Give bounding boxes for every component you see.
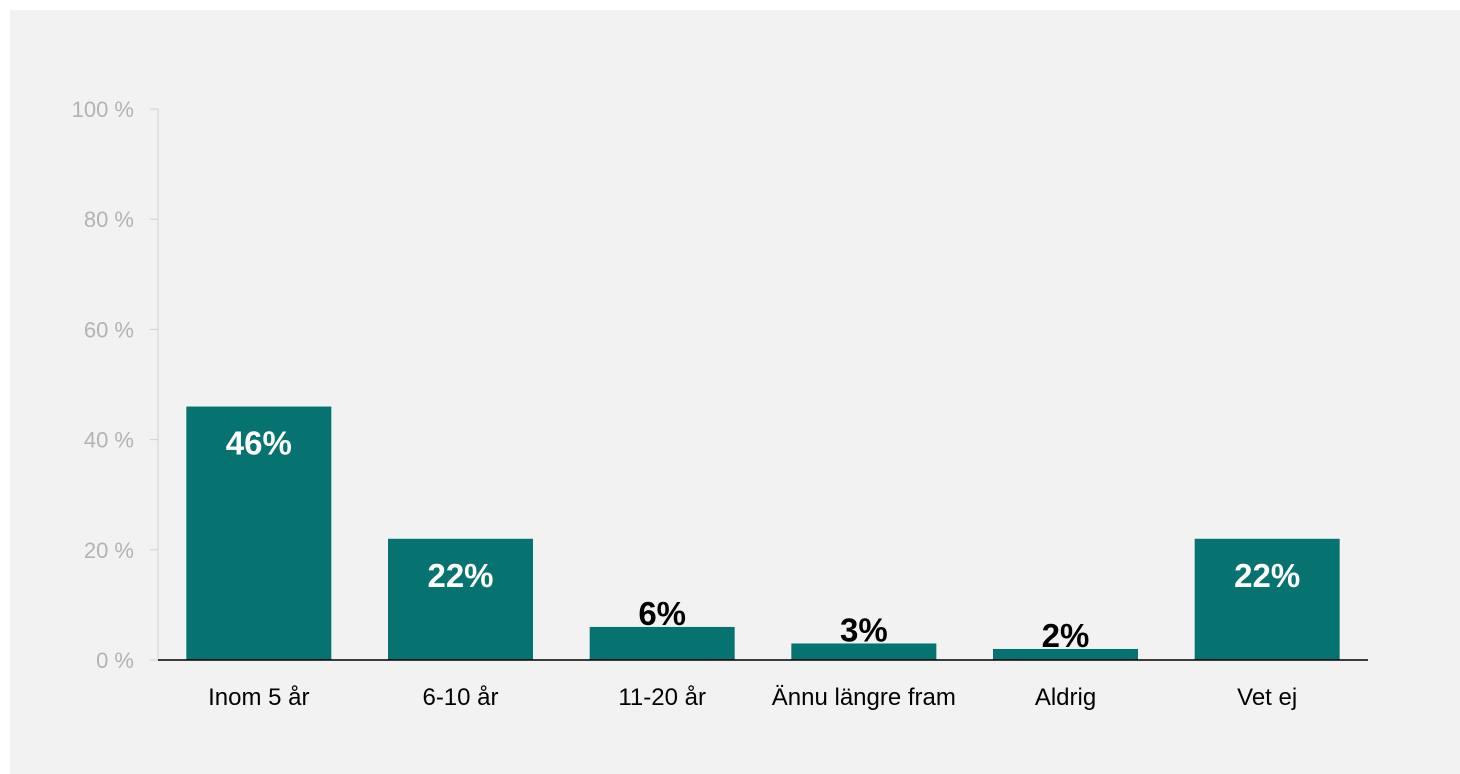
bar	[589, 626, 735, 660]
data-label: 3%	[840, 611, 888, 648]
x-tick-label: Ännu längre fram	[772, 684, 956, 711]
data-label: 46%	[226, 425, 292, 462]
bar	[388, 538, 533, 660]
y-tick-label: 20 %	[84, 538, 134, 563]
y-tick-label: 40 %	[84, 428, 134, 453]
bar-chart: 0 % 20 % 40 % 60 % 80 % 100 % 46% 22% 6% 3% 2% 22%…	[72, 97, 1368, 711]
y-axis: 0 % 20 % 40 % 60 % 80 % 100 %	[72, 97, 159, 673]
y-tick-label: 80 %	[84, 207, 134, 232]
bar	[993, 648, 1138, 660]
bar	[791, 643, 937, 660]
bar	[186, 406, 332, 660]
y-tick-label: 100 %	[72, 97, 134, 122]
x-tick-label: Aldrig	[1035, 684, 1096, 711]
x-axis: Inom 5 år 6-10 år 11-20 år Ännu längre fram…	[158, 659, 1368, 711]
x-tick-label: 11-20 år	[618, 684, 706, 711]
data-label: 6%	[638, 595, 686, 632]
bar	[1194, 538, 1340, 660]
y-tick-label: 60 %	[84, 317, 134, 342]
data-label: 22%	[1234, 557, 1300, 594]
data-label: 2%	[1042, 617, 1090, 654]
x-tick-label: 6-10 år	[422, 684, 498, 711]
x-tick-label: Vet ej	[1237, 684, 1297, 711]
y-tick-label: 0 %	[96, 648, 134, 673]
bars	[186, 406, 1340, 660]
chart-panel: 0 % 20 % 40 % 60 % 80 % 100 % 46% 22% 6% 3% 2% 22%…	[10, 10, 1460, 774]
data-label: 22%	[427, 557, 493, 594]
x-tick-label: Inom 5 år	[208, 684, 309, 711]
data-labels: 46% 22% 6% 3% 2% 22%	[226, 425, 1300, 654]
